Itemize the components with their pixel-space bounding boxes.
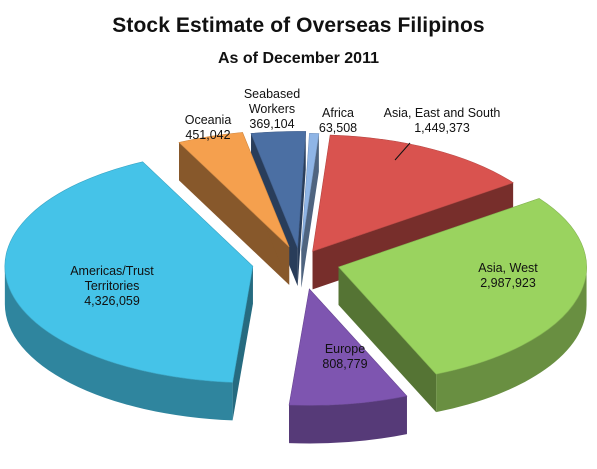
slice-label-2: Europe 808,779 [322,342,367,371]
slice-label-1: Asia, West 2,987,923 [478,261,538,290]
slice-outer-wall-3-0 [4,266,233,421]
slice-label-0: Asia, East and South 1,449,373 [384,106,501,135]
slice-wall-4-0 [179,142,290,285]
slice-name: Workers [249,102,295,116]
slice-outer-wall-2-0 [289,396,407,444]
slice-wall-1-1 [338,266,437,413]
slice-outer-wall-1-0 [436,266,587,413]
pie-slice-3 [4,161,254,383]
slice-value: 808,779 [322,357,367,371]
slice-name: Europe [325,342,365,356]
slice-value: 63,508 [319,121,357,135]
slice-name: Seabased [244,87,300,101]
slice-label-6: Africa 63,508 [319,106,357,135]
slice-wall-6-1 [301,133,319,288]
pie-slice-5 [250,131,307,249]
slice-name: Americas/Trust [70,264,154,278]
pie-slice-0 [312,134,514,252]
slice-value: 4,326,059 [84,294,140,308]
slice-name: Asia, West [478,261,538,275]
chart-subtitle: As of December 2011 [218,50,379,67]
slice-name: Territories [85,279,140,293]
slice-name: Asia, East and South [384,106,501,120]
slice-label-4: Oceania 451,042 [185,113,232,142]
pie-slice-2 [288,288,408,406]
slice-name: Oceania [185,113,232,127]
slice-value: 1,449,373 [414,121,470,135]
slice-wall-5-1 [297,131,306,286]
pie-slice-1 [338,198,587,375]
chart-title: Stock Estimate of Overseas Filipinos [112,14,485,37]
slice-value: 451,042 [185,128,230,142]
slice-label-3: Americas/Trust Territories 4,326,059 [70,264,154,308]
pie-slice-6 [301,132,320,250]
slice-wall-3-0 [232,266,253,421]
slice-value: 369,104 [249,117,294,131]
slice-name: Africa [322,106,354,120]
leader-line-asia-east [394,142,411,161]
slice-label-5: Seabased Workers 369,104 [244,87,300,131]
pie-slice-4 [178,132,290,248]
slice-value: 2,987,923 [480,276,536,290]
